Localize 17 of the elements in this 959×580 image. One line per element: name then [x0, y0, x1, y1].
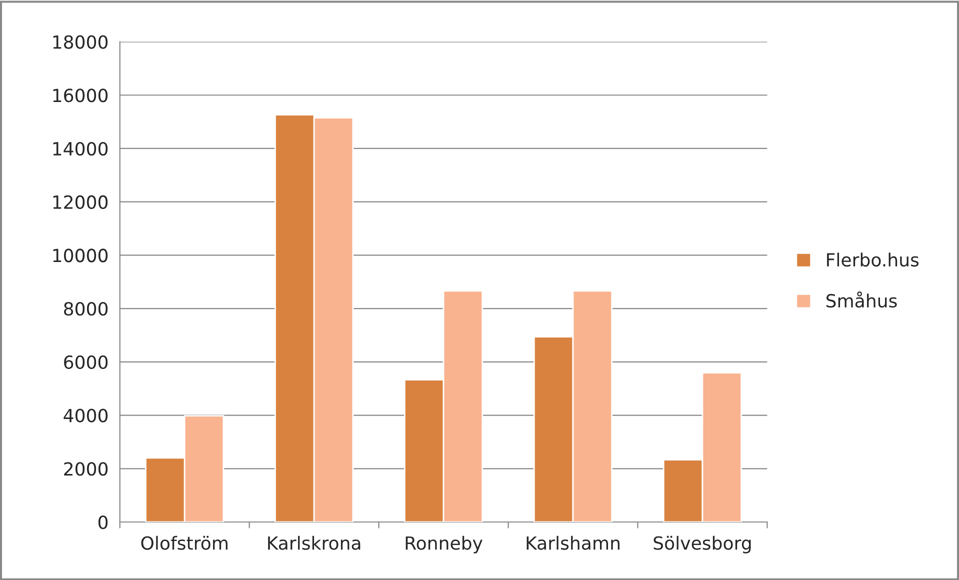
y-tick-label: 0 — [98, 515, 108, 530]
x-tick-label: Karlshamn — [526, 536, 620, 550]
x-tick-label: Karlskrona — [268, 536, 360, 550]
x-tick-label: Sölvesborg — [654, 536, 751, 554]
legend-label: Småhus — [826, 291, 897, 308]
y-tick-label: 2000 — [64, 462, 108, 476]
y-tick-label: 16000 — [53, 88, 108, 102]
x-tick-label: Olofström — [141, 536, 228, 550]
y-tick-label: 6000 — [64, 355, 108, 370]
y-tick-label: 4000 — [64, 408, 108, 422]
y-tick-label: 14000 — [53, 142, 108, 156]
y-tick-label: 8000 — [64, 302, 108, 316]
y-tick-label: 18000 — [53, 35, 108, 49]
y-tick-label: 10000 — [53, 248, 108, 262]
legend-label: Flerbo.hus — [827, 252, 919, 267]
y-tick-label: 12000 — [53, 195, 108, 209]
x-tick-label: Ronneby — [406, 536, 482, 554]
